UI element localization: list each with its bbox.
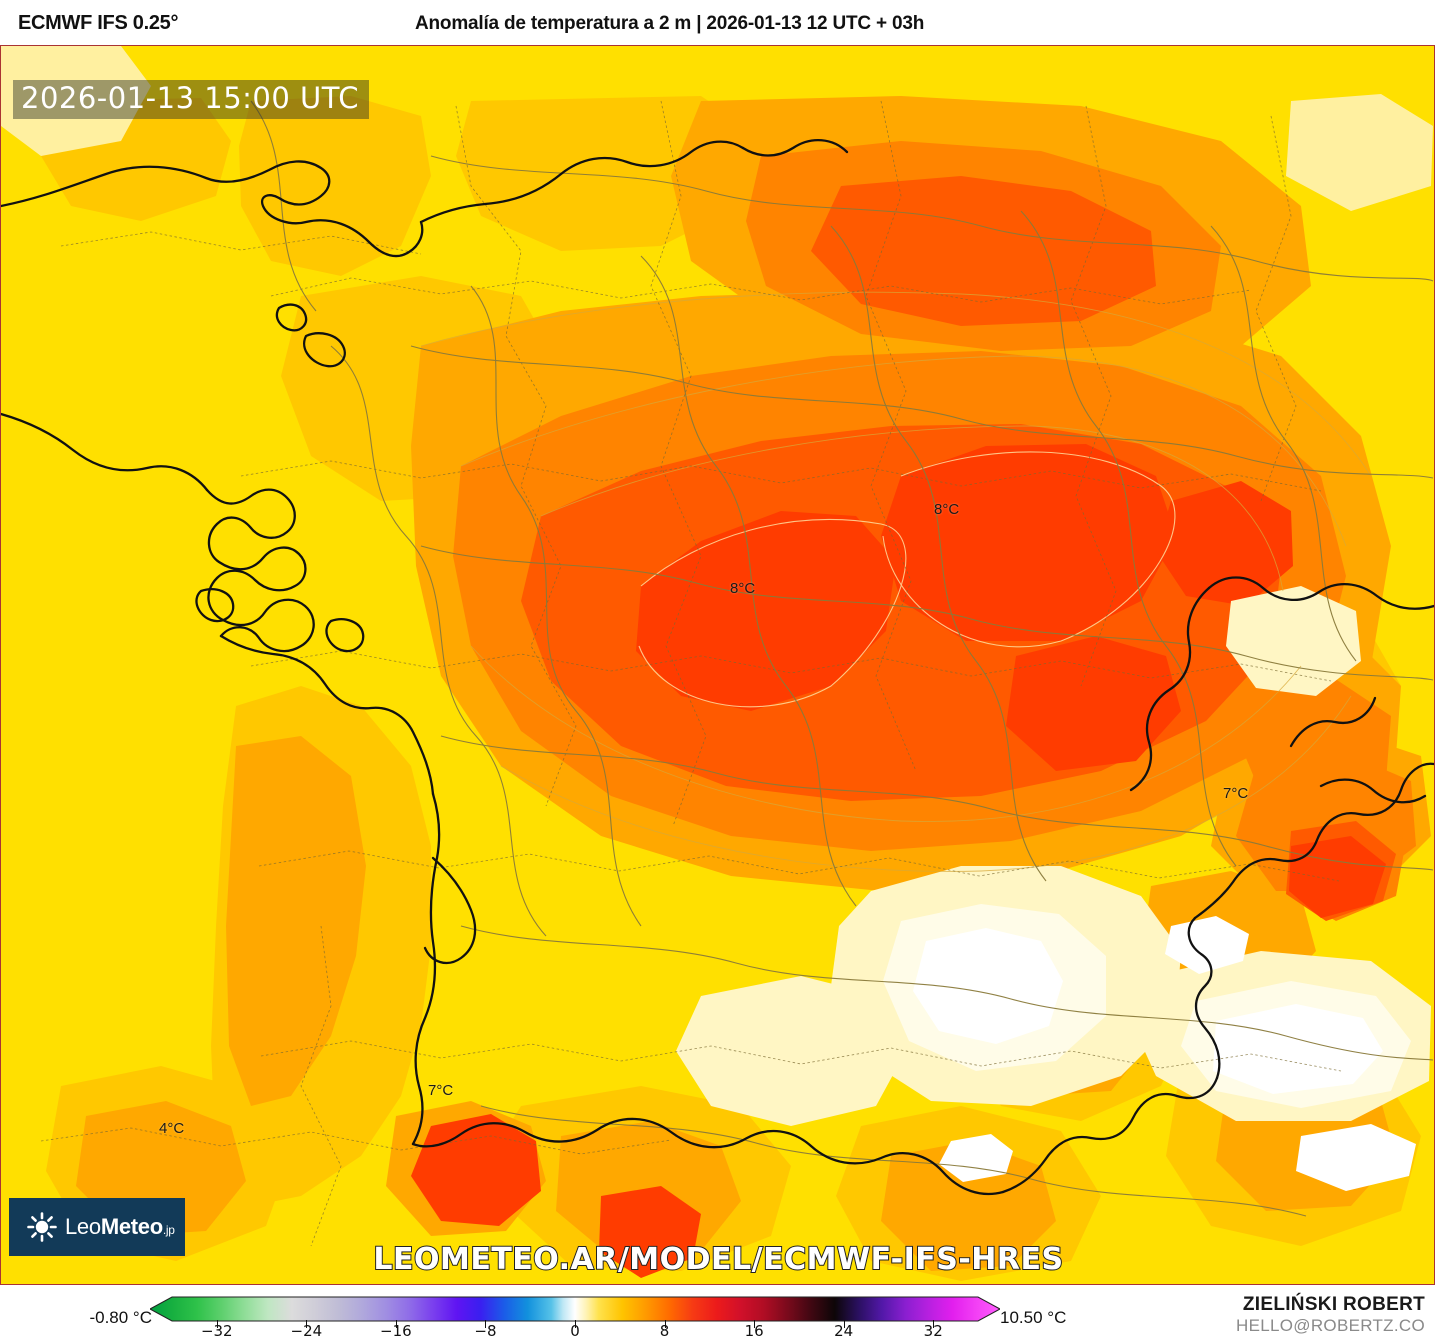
colorbar-area: -0.80 °C 10.50 °C −32 −24 −16 −8 0 8 16 24 32 xyxy=(0,1286,1435,1340)
model-label: ECMWF IFS 0.25° xyxy=(18,12,179,34)
valid-time-overlay: 2026-01-13 15:00 UTC xyxy=(13,80,370,119)
colorbar-tick-label: −8 xyxy=(474,1322,497,1340)
colorbar-tick xyxy=(395,1320,397,1328)
colorbar-tick xyxy=(216,1320,218,1328)
credit-author: ZIELIŃSKI ROBERT xyxy=(1242,1294,1425,1315)
source-watermark: LEOMETEO.AR/MODEL/ECMWF-IFS-HRES xyxy=(372,1241,1064,1278)
colorbar-tick xyxy=(575,1320,576,1328)
colorbar-max-label: 10.50 °C xyxy=(1000,1308,1067,1327)
colorbar-tick xyxy=(754,1320,756,1328)
contour-label: 7°C xyxy=(428,1082,454,1099)
colorbar-tick xyxy=(843,1320,845,1328)
colorbar-tick-label: −16 xyxy=(380,1322,412,1340)
credit-email: HELLO@ROBERTZ.CO xyxy=(1236,1316,1425,1335)
header-bar: ECMWF IFS 0.25° Anomalía de temperatura … xyxy=(0,0,1435,45)
colorbar-tick-label: 16 xyxy=(744,1322,764,1340)
logo-suffix: .jp xyxy=(162,1223,175,1237)
colorbar-tick-label: −24 xyxy=(290,1322,323,1340)
colorbar[interactable] xyxy=(150,1296,1000,1322)
logo-lead: Leo xyxy=(65,1214,101,1239)
page-title: Anomalía de temperatura a 2 m | 2026-01-… xyxy=(415,13,925,34)
logo-bold: Meteo xyxy=(100,1214,163,1239)
map-canvas[interactable]: 2026-01-13 15:00 UTC 8°C 8°C 7°C 7°C 4°C… xyxy=(0,45,1435,1285)
colorbar-tick xyxy=(664,1320,666,1328)
colorbar-tick-label: −32 xyxy=(200,1322,233,1340)
logo-text: LeoMeteo.jp xyxy=(65,1214,175,1240)
colorbar-tick-label: 8 xyxy=(659,1322,670,1340)
contour-label: 8°C xyxy=(730,580,756,597)
colorbar-min-label: -0.80 °C xyxy=(89,1308,152,1327)
colorbar-tick xyxy=(485,1320,487,1328)
leometeo-logo[interactable]: LeoMeteo.jp xyxy=(9,1198,185,1256)
colorbar-tick-label: 24 xyxy=(834,1322,854,1340)
colorbar-tick-label: 0 xyxy=(570,1322,580,1340)
temperature-anomaly-field xyxy=(1,46,1434,1284)
colorbar-tick xyxy=(306,1320,308,1328)
contour-label: 7°C xyxy=(1223,785,1249,802)
contour-label: 8°C xyxy=(934,501,960,518)
sun-icon xyxy=(27,1212,57,1242)
colorbar-tick-label: 32 xyxy=(923,1322,943,1340)
colorbar-tick xyxy=(933,1320,935,1328)
contour-label: 4°C xyxy=(159,1120,185,1137)
